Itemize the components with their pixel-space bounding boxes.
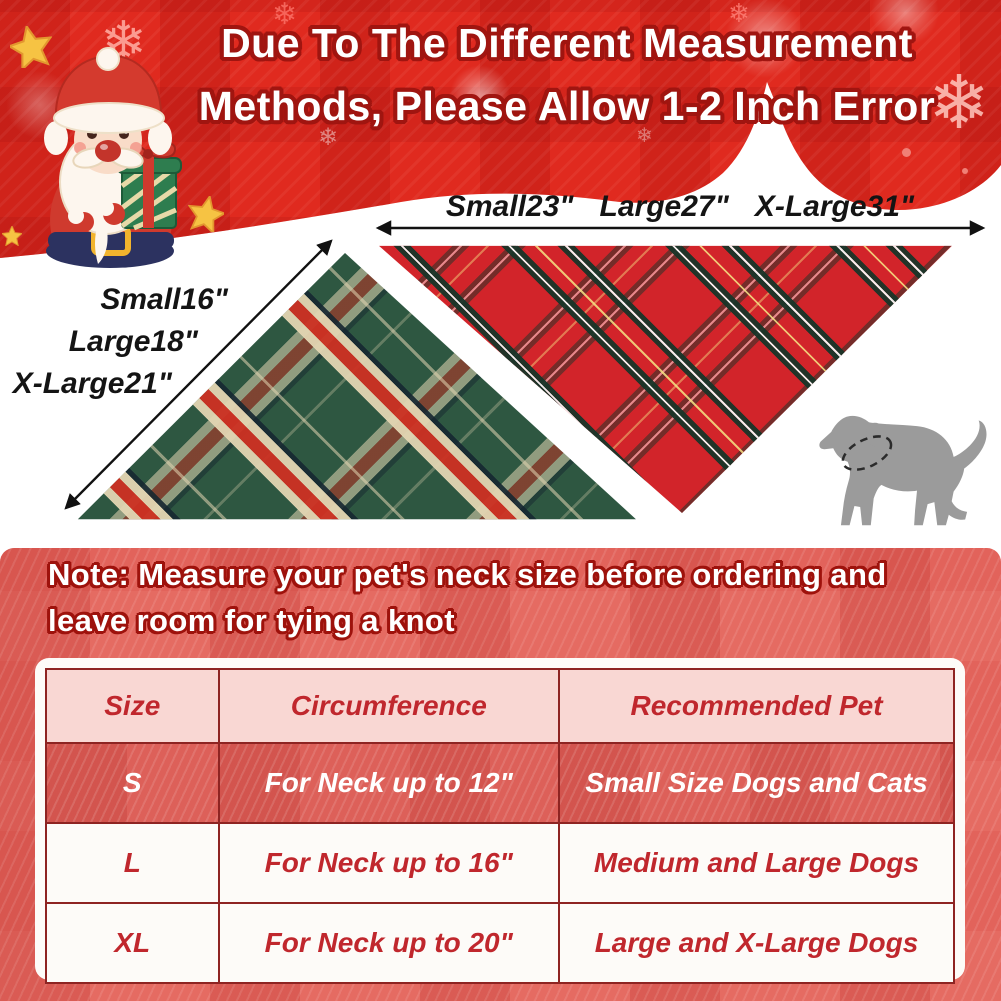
table-header-row: Size Circumference Recommended Pet <box>45 668 955 744</box>
cell-size-l: L <box>45 822 220 904</box>
snowflake-icon: ❄ <box>728 0 750 28</box>
decor-dot <box>962 168 968 174</box>
green-size-label-xlarge: X-Large21" <box>12 367 172 400</box>
snowflake-icon: ❄ <box>928 61 991 144</box>
cell-pet-xl: Large and X-Large Dogs <box>558 902 955 984</box>
size-table: Size Circumference Recommended Pet S For… <box>45 668 955 984</box>
size-label: X-Large31" <box>754 190 915 223</box>
neck-measure-dashed-ellipse <box>841 435 893 471</box>
cell-pet-s: Small Size Dogs and Cats <box>558 742 955 824</box>
cell-pet-l: Medium and Large Dogs <box>558 822 955 904</box>
snowflake-icon: ❄ <box>318 124 339 151</box>
cell-circ-s: For Neck up to 12" <box>217 742 561 824</box>
size-table-card: Size Circumference Recommended Pet S For… <box>35 658 965 984</box>
title-line-2: Methods, Please Allow 1-2 Inch Error <box>198 83 936 129</box>
decor-dot <box>842 112 848 118</box>
snowflake-icon: ❄ <box>860 45 876 65</box>
snowflake-icon: ❄ <box>272 0 298 31</box>
header-recommended-pet: Recommended Pet <box>558 668 955 744</box>
table-row-s: S For Neck up to 12" Small Size Dogs and… <box>45 742 955 824</box>
dog-silhouette-icon <box>819 415 987 526</box>
size-label: Small23" <box>445 190 574 223</box>
table-row-l: L For Neck up to 16" Medium and Large Do… <box>45 822 955 904</box>
snowflake-icon: ❄ <box>636 125 653 147</box>
cell-size-xl: XL <box>45 902 220 984</box>
cell-circ-xl: For Neck up to 20" <box>217 902 561 984</box>
header-circumference: Circumference <box>217 668 561 744</box>
size-label: Large27" <box>599 190 729 223</box>
title-line-1: Due To The Different Measurement <box>221 20 913 66</box>
note-line-2: leave room for tying a knot <box>48 603 455 638</box>
table-row-xl: XL For Neck up to 20" Large and X-Large … <box>45 902 955 984</box>
page-title: Due To The Different Measurement Methods… <box>192 12 942 138</box>
snowflake-icon: ❄ <box>100 10 147 73</box>
cell-circ-l: For Neck up to 16" <box>217 822 561 904</box>
green-size-label-small: Small16" <box>100 283 228 316</box>
note-and-table-section: Note: Measure your pet's neck size befor… <box>0 548 1001 1001</box>
cell-size-s: S <box>45 742 220 824</box>
decor-dot <box>902 148 911 157</box>
green-size-label-large: Large18" <box>68 325 198 358</box>
note-line-1: Note: Measure your pet's neck size befor… <box>48 557 887 592</box>
header-size: Size <box>45 668 220 744</box>
red-bandana-size-labels: Small23" Large27" X-Large31" <box>380 190 980 224</box>
